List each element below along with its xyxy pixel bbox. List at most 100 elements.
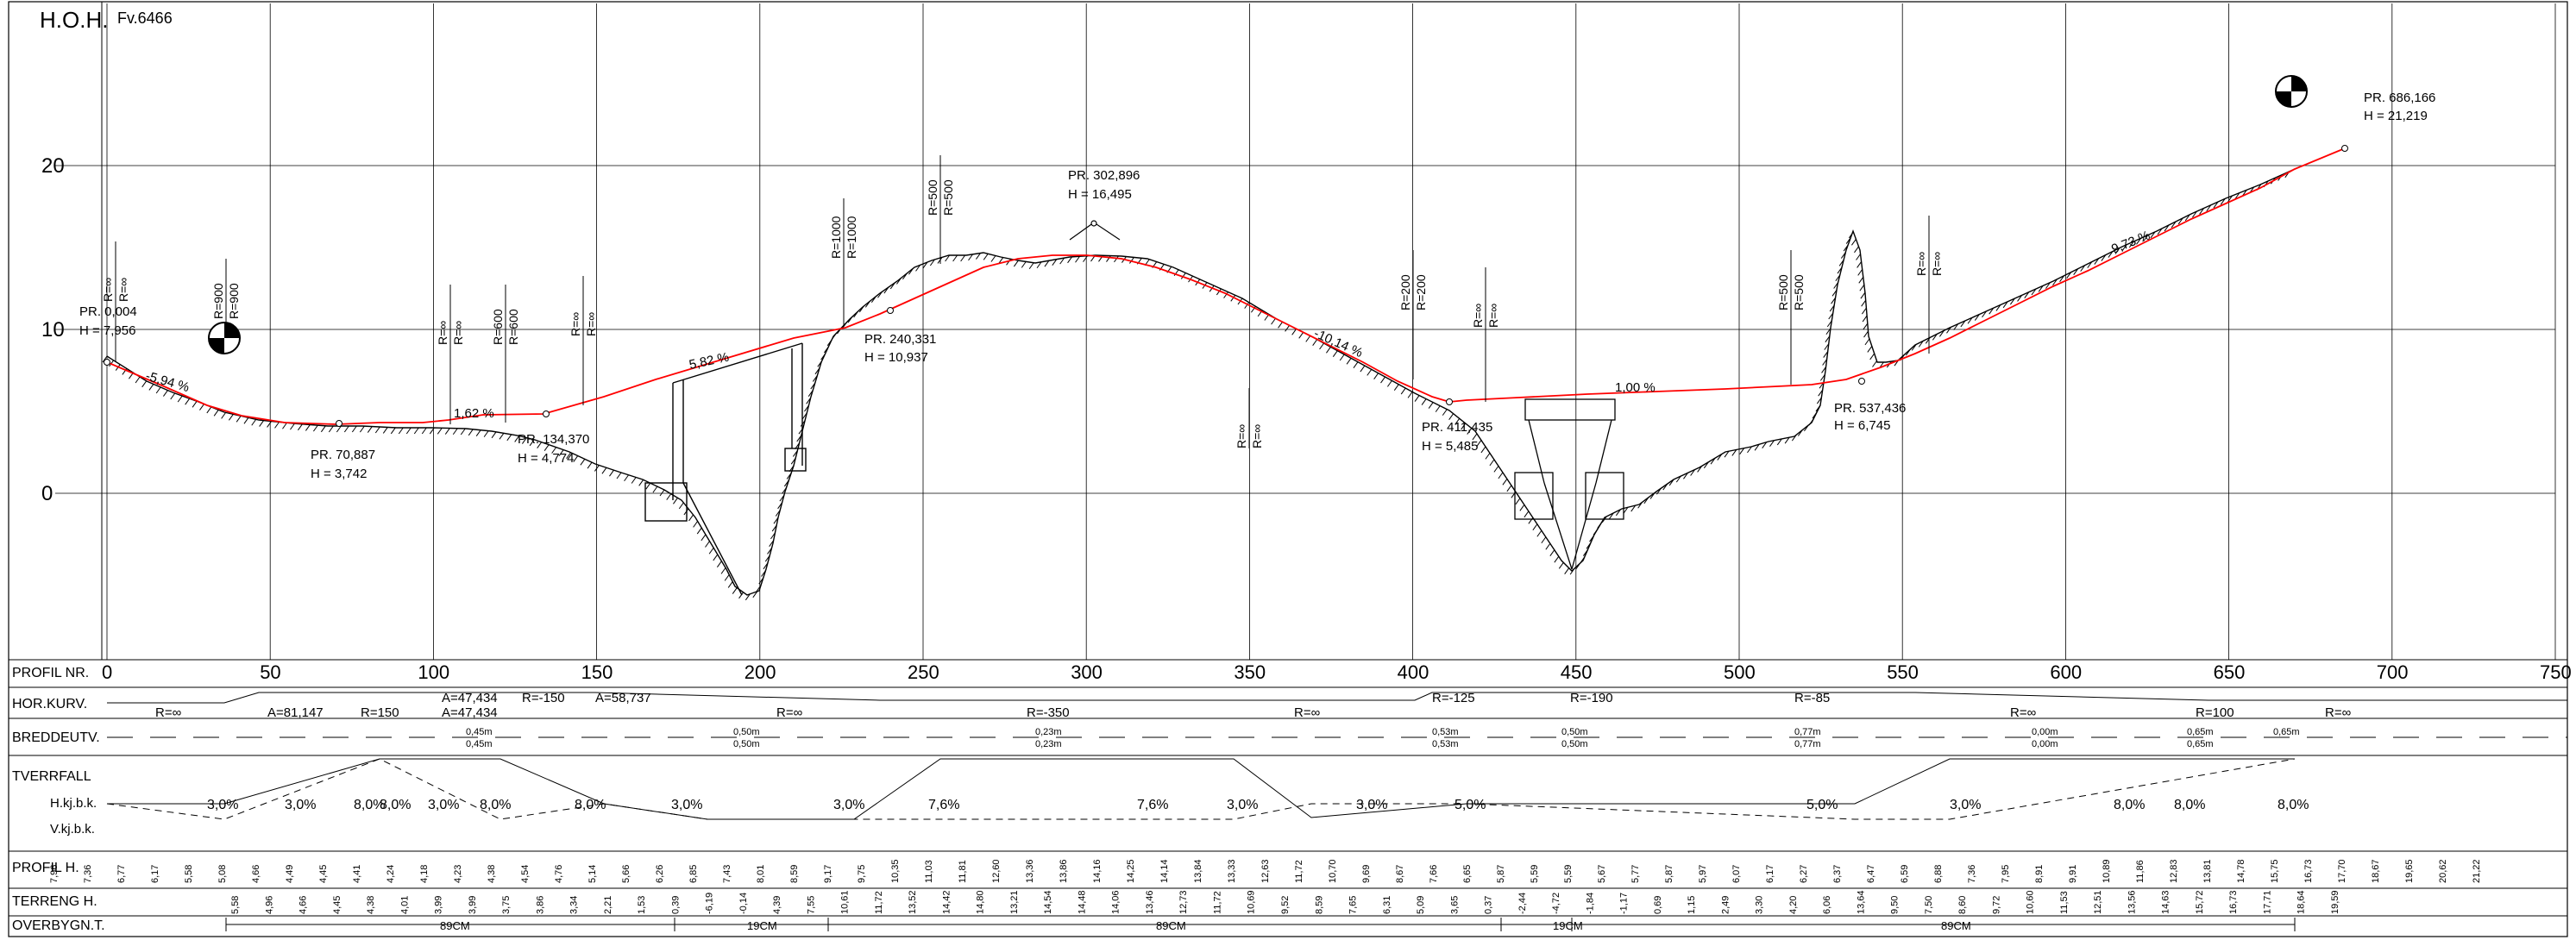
hatch-tick xyxy=(199,404,204,410)
hatch-tick xyxy=(2066,272,2072,279)
profil-h-21: 8,01 xyxy=(756,865,766,883)
hatch-tick xyxy=(155,386,161,394)
vr-label-b-8: R=200 xyxy=(1414,274,1428,310)
hatch-tick xyxy=(1515,498,1521,505)
hatch-tick xyxy=(437,428,443,435)
hatch-tick xyxy=(767,548,772,555)
y-tick-20: 20 xyxy=(41,154,65,178)
terreng-h-45: 3,30 xyxy=(1755,896,1765,914)
profil-h-13: 4,38 xyxy=(487,865,497,883)
hatch-tick xyxy=(1597,522,1603,529)
hatch-tick xyxy=(896,278,902,285)
x-tick-15: 750 xyxy=(2540,661,2572,683)
hatch-tick xyxy=(1059,257,1065,265)
terreng-h-17: 7,55 xyxy=(806,896,816,914)
terreng-h-10: 3,34 xyxy=(569,896,580,914)
profil-h-6: 4,66 xyxy=(251,865,261,883)
hatch-tick xyxy=(374,426,380,434)
hor-kurv-3: A=47,434 xyxy=(442,691,498,705)
benchmark-symbol-2 xyxy=(2275,75,2308,108)
hatch-tick xyxy=(1393,384,1399,392)
tverrfall-9: 7,6% xyxy=(928,798,959,812)
grade-label-2: 5,82 % xyxy=(688,350,730,373)
hatch-tick xyxy=(2150,231,2156,239)
terreng-h-22: 14,80 xyxy=(976,890,986,914)
hatch-tick xyxy=(573,455,579,462)
vr-label-b-11: R=∞ xyxy=(1930,252,1944,276)
terreng-h-15: -0,14 xyxy=(738,893,749,914)
pr-label-4: PR. 302,896 xyxy=(1068,168,1140,183)
profil-h-60: 9,91 xyxy=(2068,865,2078,883)
vr-label-a-0: R=∞ xyxy=(101,278,115,302)
hatch-tick xyxy=(771,524,777,532)
hatch-tick xyxy=(1461,423,1467,430)
profil-h-34: 13,84 xyxy=(1193,859,1203,883)
terreng-h-6: 3,99 xyxy=(434,896,444,914)
hor-kurv-10: R=-125 xyxy=(1432,691,1475,705)
profil-h-23: 9,17 xyxy=(823,865,833,883)
hatch-tick xyxy=(1854,246,1859,254)
profil-h-66: 15,75 xyxy=(2270,859,2280,883)
hatch-tick xyxy=(1582,549,1588,556)
hatch-tick xyxy=(1367,369,1373,376)
hor-kurv-line xyxy=(107,692,2567,704)
hatch-tick xyxy=(1946,327,1951,334)
crest-marker xyxy=(1069,220,1121,241)
hatch-tick xyxy=(1838,260,1844,266)
hatch-tick xyxy=(806,398,812,404)
h-label-5: H = 5,485 xyxy=(1422,439,1478,454)
terreng-h-60: 17,71 xyxy=(2262,890,2272,914)
hatch-tick xyxy=(1840,252,1846,259)
terreng-h-23: 13,21 xyxy=(1009,890,1020,914)
hor-kurv-6: A=58,737 xyxy=(595,691,651,705)
h-label-1: H = 3,742 xyxy=(311,467,367,481)
hatch-tick xyxy=(2227,195,2233,203)
profil-h-41: 7,66 xyxy=(1429,865,1439,883)
hatch-tick xyxy=(390,427,396,435)
profil-h-25: 10,35 xyxy=(890,859,901,883)
profil-h-65: 14,78 xyxy=(2236,859,2246,883)
hatch-tick xyxy=(170,392,176,400)
hatch-tick xyxy=(812,375,818,382)
vr-label-b-3: R=600 xyxy=(506,309,520,345)
hatch-tick xyxy=(2087,261,2093,268)
profil-h-33: 14,14 xyxy=(1159,859,1170,883)
hatch-tick xyxy=(673,497,678,504)
terreng-h-0: 5,58 xyxy=(230,896,241,914)
hatch-tick xyxy=(537,442,543,448)
hatch-tick xyxy=(367,426,373,433)
hatch-tick xyxy=(1541,536,1547,544)
profile-band-table xyxy=(9,659,2567,931)
hatch-tick xyxy=(1106,255,1111,262)
hatch-tick xyxy=(708,547,714,555)
tverrfall-8: 3,0% xyxy=(833,798,864,812)
terreng-h-16: 4,39 xyxy=(772,896,782,914)
hatch-tick xyxy=(1545,542,1551,550)
profil-h-9: 4,41 xyxy=(352,865,362,883)
terreng-h-51: 8,60 xyxy=(1957,896,1968,914)
profil-h-58: 7,95 xyxy=(2001,865,2011,883)
hatch-tick xyxy=(779,494,785,502)
hatch-tick xyxy=(290,423,295,430)
hatch-tick xyxy=(616,472,622,479)
hatch-tick xyxy=(1690,469,1696,476)
x-tick-13: 650 xyxy=(2214,661,2246,683)
hatch-tick xyxy=(1380,376,1385,384)
hatch-tick xyxy=(102,355,108,363)
hatch-tick xyxy=(1630,504,1637,512)
hatch-tick xyxy=(580,459,586,466)
hatch-tick xyxy=(1845,237,1851,244)
hatch-tick xyxy=(1291,329,1297,335)
terreng-h-38: -2,44 xyxy=(1517,893,1528,914)
hatch-tick xyxy=(763,562,769,570)
hatch-tick xyxy=(1244,302,1250,309)
hatch-tick xyxy=(990,255,996,262)
hatch-tick xyxy=(807,390,814,397)
breddeutv-15: 0,65m xyxy=(2187,739,2214,749)
hatch-tick xyxy=(1128,257,1134,264)
profil-h-56: 6,88 xyxy=(1933,865,1944,883)
profil-h-0: 7,96 xyxy=(49,865,60,883)
hatch-tick xyxy=(1498,472,1504,479)
hatch-tick xyxy=(1407,392,1413,398)
